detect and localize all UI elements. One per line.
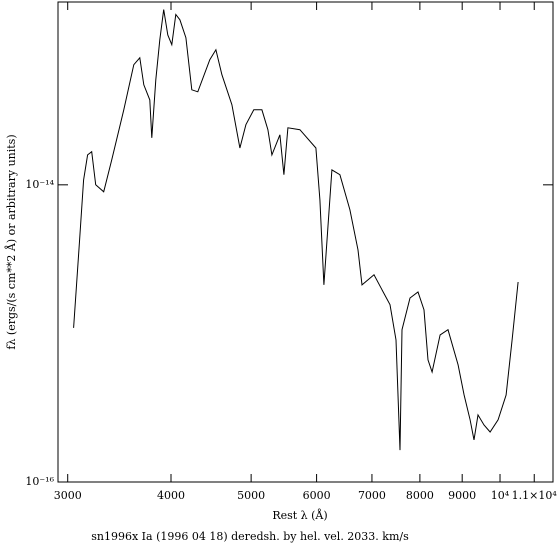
x-tick-label: 3000 bbox=[54, 489, 82, 502]
x-tick-label: 5000 bbox=[237, 489, 265, 502]
x-axis-label: Rest λ (Å) bbox=[272, 508, 327, 522]
x-tick-label: 9000 bbox=[448, 489, 476, 502]
chart-title: sn1996x Ia (1996 04 18) deredsh. by hel.… bbox=[91, 530, 409, 543]
y-tick-label: 10⁻¹⁶ bbox=[25, 475, 54, 488]
x-tick-label: 8000 bbox=[406, 489, 434, 502]
x-tick-label: 7000 bbox=[358, 489, 386, 502]
plot-frame bbox=[57, 1, 554, 483]
x-tick-label: 10⁴ bbox=[491, 489, 510, 502]
x-tick-label: 6000 bbox=[303, 489, 331, 502]
spectrum-line bbox=[73, 9, 519, 451]
x-tick-label: 4000 bbox=[157, 489, 185, 502]
y-axis-label: fλ (ergs/(s cm**2 Å) or arbitrary units) bbox=[4, 134, 18, 349]
x-tick-label: 1.1×10⁴ bbox=[512, 489, 558, 502]
y-tick-label: 10⁻¹⁴ bbox=[25, 178, 54, 191]
